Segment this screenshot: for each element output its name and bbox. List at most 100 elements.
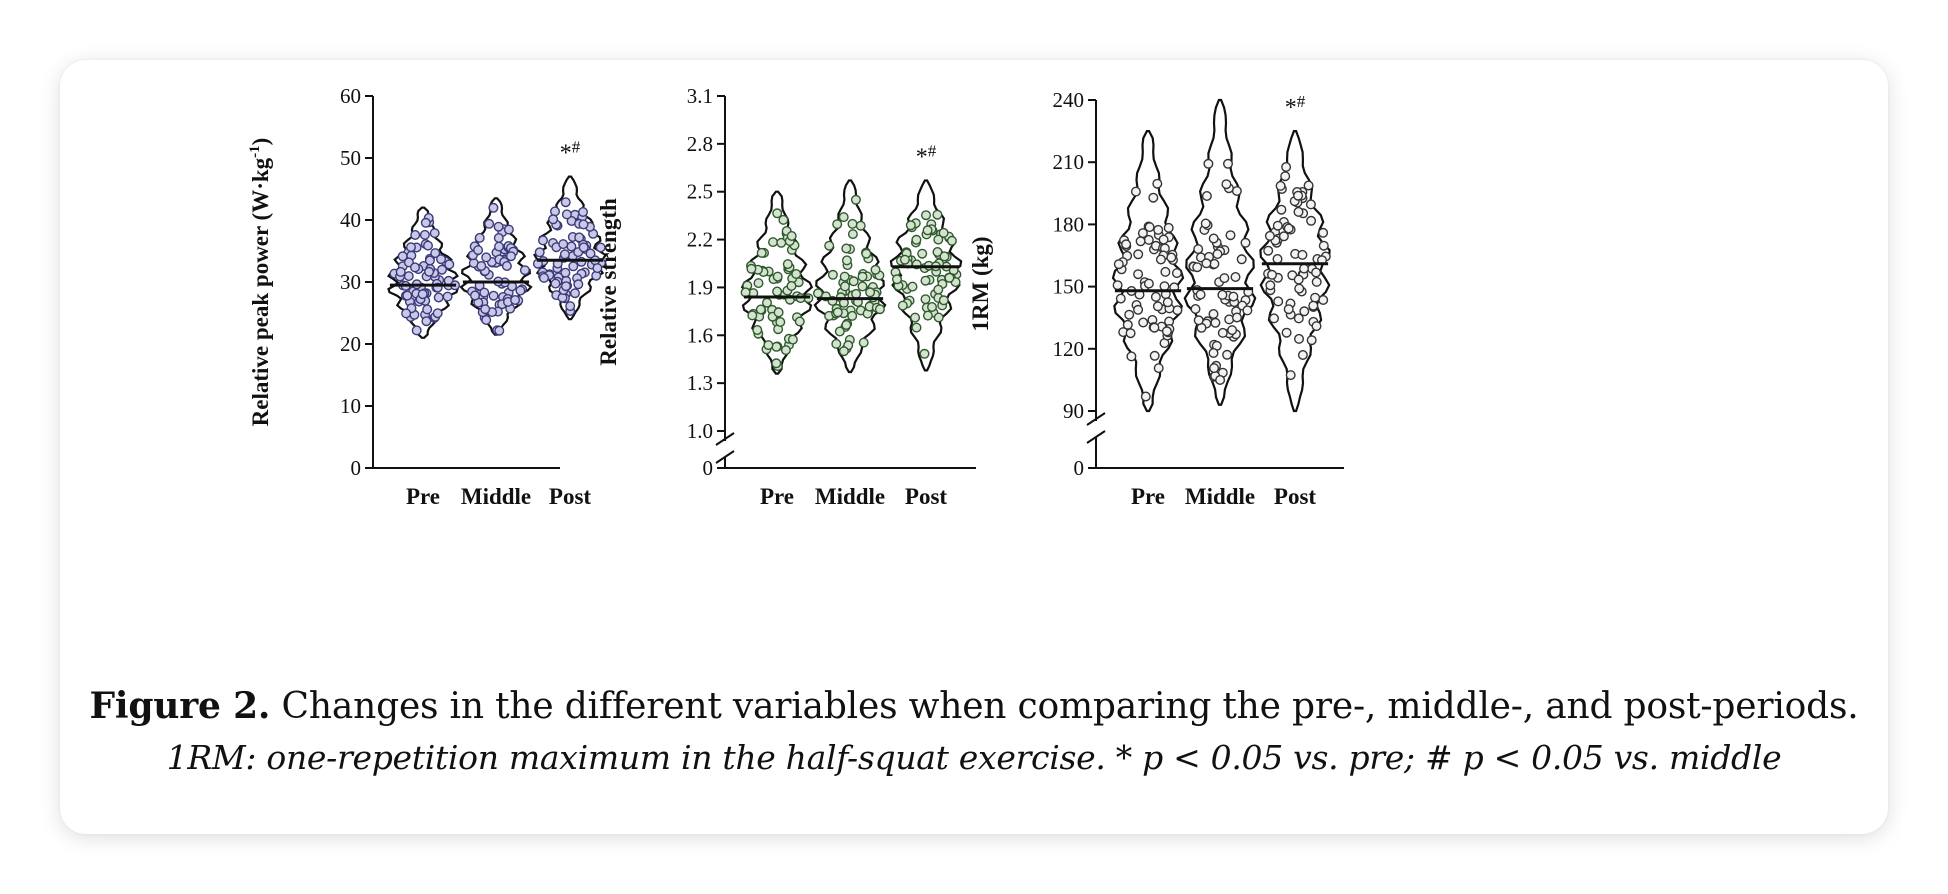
data-point: [403, 271, 414, 282]
violin-figure: 0 10 20 30 40 50 60 Relative peak power (W·kg-1…: [247, 84, 1344, 509]
data-point: [1155, 254, 1166, 265]
data-point: [850, 194, 861, 205]
data-point: [946, 235, 957, 246]
data-point: [1162, 297, 1173, 308]
data-point: [910, 312, 921, 323]
data-point: [1285, 370, 1296, 381]
y-tick-label: 1.9: [687, 275, 713, 299]
data-point: [578, 242, 589, 253]
violin-middle: [459, 197, 533, 336]
data-point: [1212, 249, 1223, 260]
x-tick-label: Post: [549, 484, 592, 509]
chart-panel-3: 90 120 150 180 210 240 0 1RM (kg) Pre Middle Post *…: [968, 88, 1344, 509]
data-point: [1293, 274, 1304, 285]
data-point: [870, 264, 881, 275]
data-point: [1190, 303, 1201, 314]
data-point: [421, 316, 432, 327]
x-tick-label: Post: [905, 484, 948, 509]
violin-outline: [1259, 130, 1331, 413]
data-point: [911, 234, 922, 245]
significance-marker: *#: [560, 138, 581, 167]
data-point: [1130, 186, 1141, 197]
data-point: [534, 247, 545, 258]
data-point: [506, 251, 517, 262]
data-point: [927, 301, 938, 312]
data-point: [424, 255, 435, 266]
data-point: [907, 281, 918, 292]
data-point: [772, 271, 783, 282]
data-point: [494, 325, 505, 336]
data-point: [1310, 292, 1321, 303]
data-point: [755, 304, 766, 315]
x-tick-label: Pre: [406, 484, 440, 509]
violin-middle: [813, 179, 887, 374]
y-tick-label: 150: [1053, 275, 1085, 299]
y-tick-label: 180: [1053, 212, 1085, 236]
data-point: [479, 287, 490, 298]
data-point: [911, 322, 922, 333]
data-point: [1133, 304, 1144, 315]
figure-label: Figure 2.: [89, 685, 271, 727]
data-point: [1219, 273, 1230, 284]
y-tick-label: 10: [340, 394, 361, 418]
data-point: [847, 310, 858, 321]
data-point: [422, 304, 433, 315]
data-point: [1208, 308, 1219, 319]
data-point: [430, 248, 441, 259]
significance-marker: *#: [916, 142, 937, 171]
data-point: [861, 248, 872, 259]
data-point: [1113, 259, 1124, 270]
data-point: [1294, 283, 1305, 294]
data-point: [1318, 240, 1329, 251]
data-point: [855, 220, 866, 231]
data-point: [1297, 249, 1308, 260]
data-point: [1283, 223, 1294, 234]
data-point: [1264, 230, 1275, 241]
data-point: [746, 263, 757, 274]
y-tick-label: 20: [340, 332, 361, 356]
y-tick-label: 2.8: [687, 132, 713, 156]
data-point: [1152, 301, 1163, 312]
data-point: [840, 281, 851, 292]
data-point: [917, 248, 928, 259]
data-point: [787, 334, 798, 345]
data-point: [548, 214, 559, 225]
data-point: [1228, 291, 1239, 302]
data-point: [585, 248, 596, 259]
y-tick-label: 2.2: [687, 228, 713, 252]
data-point: [1140, 391, 1151, 402]
data-point: [938, 227, 949, 238]
data-point: [1225, 230, 1236, 241]
data-point: [858, 337, 869, 348]
data-point: [1275, 180, 1286, 191]
data-point: [1152, 178, 1163, 189]
axis-break-mark: [1086, 412, 1106, 426]
axis-break-mark: [1086, 430, 1106, 444]
data-point: [1209, 363, 1220, 374]
data-point: [1230, 271, 1241, 282]
data-point: [832, 219, 843, 230]
data-point: [420, 217, 431, 228]
data-point: [1318, 227, 1329, 238]
data-point: [847, 218, 858, 229]
data-point: [1124, 309, 1135, 320]
data-point: [493, 221, 504, 232]
data-point: [488, 290, 499, 301]
data-point: [824, 240, 835, 251]
data-point: [740, 287, 751, 298]
data-point: [1266, 269, 1277, 280]
data-point: [410, 262, 421, 273]
data-point: [481, 252, 492, 263]
data-point: [570, 288, 581, 299]
data-point: [1305, 199, 1316, 210]
data-point: [501, 260, 512, 271]
data-point: [1148, 192, 1159, 203]
data-point: [578, 219, 589, 230]
data-point: [1293, 333, 1304, 344]
violin-outline: [1183, 98, 1257, 406]
data-point: [432, 308, 443, 319]
data-point: [1161, 326, 1172, 337]
y-tick-label: 60: [340, 84, 361, 108]
data-point: [1311, 267, 1322, 278]
data-point: [944, 272, 955, 283]
